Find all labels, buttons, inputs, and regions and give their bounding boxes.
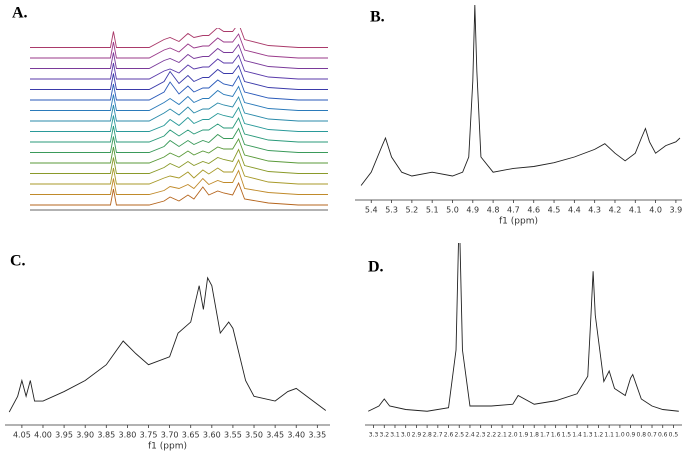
x-tick-label: 1.0	[615, 432, 625, 439]
spectrum	[30, 116, 328, 143]
x-tick-label: 1.8	[529, 432, 539, 439]
x-tick-label: 3.0	[401, 432, 411, 439]
x-axis-label: f1 (ppm)	[499, 217, 538, 227]
x-tick-label: 2.5	[454, 432, 464, 439]
x-tick-label: 3.3	[369, 432, 379, 439]
x-tick-label: 3.1	[390, 432, 400, 439]
x-tick-label: 2.8	[422, 432, 432, 439]
x-tick-label: 2.0	[508, 432, 518, 439]
panel-label: B.	[370, 9, 385, 26]
panel-label: D.	[368, 259, 384, 276]
x-tick-label: 3.2	[380, 432, 390, 439]
x-tick-label: 3.85	[97, 431, 115, 440]
x-tick-label: 4.0	[649, 206, 662, 215]
spectrum	[30, 54, 328, 80]
spectrum	[30, 169, 328, 195]
spectrum	[30, 148, 328, 174]
spectrum	[30, 106, 328, 132]
spectrum	[30, 181, 328, 206]
panel-label: C.	[10, 253, 26, 270]
x-tick-label: 1.6	[551, 432, 561, 439]
x-tick-label: 3.35	[308, 431, 326, 440]
x-tick-label: 3.70	[161, 431, 179, 440]
x-tick-label: 5.0	[446, 206, 459, 215]
x-tick-label: 3.65	[182, 431, 200, 440]
x-tick-label: 0.7	[647, 432, 657, 439]
x-tick-label: 3.60	[203, 431, 221, 440]
x-axis-label: f1 (ppm)	[148, 442, 187, 452]
x-tick-label: 2.2	[487, 432, 497, 439]
x-tick-label: 4.5	[548, 206, 561, 215]
x-tick-label: 4.8	[487, 206, 500, 215]
spectrum	[30, 43, 328, 69]
x-tick-label: 4.00	[34, 431, 52, 440]
x-tick-label: 2.6	[444, 432, 454, 439]
x-tick-label: 0.8	[637, 432, 647, 439]
spectrum	[30, 158, 328, 185]
x-tick-label: 5.3	[385, 206, 398, 215]
x-tick-label: 5.4	[365, 206, 378, 215]
spectrum	[8, 276, 327, 413]
x-tick-label: 3.75	[140, 431, 158, 440]
spectrum	[30, 95, 328, 122]
x-tick-label: 2.7	[433, 432, 443, 439]
x-tick-label: 3.55	[224, 431, 242, 440]
x-tick-label: 2.3	[476, 432, 486, 439]
x-tick-label: 4.6	[527, 206, 540, 215]
spectrum	[30, 33, 328, 59]
x-tick-label: 0.6	[658, 432, 668, 439]
panel-label: A.	[12, 5, 28, 22]
x-tick-label: 5.1	[426, 206, 439, 215]
x-tick-label: 1.9	[519, 432, 529, 439]
x-tick-label: 4.1	[629, 206, 642, 215]
spectrum	[360, 4, 681, 186]
x-tick-label: 3.80	[118, 431, 136, 440]
x-tick-label: 4.9	[466, 206, 479, 215]
x-tick-label: 1.2	[594, 432, 604, 439]
x-tick-label: 3.50	[245, 431, 263, 440]
x-tick-label: 1.7	[540, 432, 550, 439]
x-tick-label: 3.45	[266, 431, 284, 440]
x-tick-label: 4.7	[507, 206, 520, 215]
spectrum	[30, 64, 328, 90]
spectrum	[368, 243, 679, 412]
spectrum	[30, 28, 328, 48]
x-tick-label: 2.4	[465, 432, 475, 439]
x-tick-label: 1.5	[562, 432, 572, 439]
x-tick-label: 1.3	[583, 432, 593, 439]
x-tick-label: 3.95	[55, 431, 73, 440]
x-tick-label: 4.05	[13, 431, 31, 440]
x-tick-label: 4.4	[568, 206, 581, 215]
x-tick-label: 0.5	[669, 432, 679, 439]
x-tick-label: 2.1	[497, 432, 507, 439]
x-tick-label: 3.9	[670, 206, 683, 215]
x-tick-label: 4.2	[609, 206, 622, 215]
spectrum	[30, 127, 328, 153]
x-tick-label: 4.3	[588, 206, 601, 215]
x-tick-label: 1.4	[572, 432, 582, 439]
x-tick-label: 2.9	[412, 432, 422, 439]
x-tick-label: 3.40	[287, 431, 305, 440]
x-tick-label: 3.90	[76, 431, 94, 440]
x-tick-label: 1.1	[604, 432, 614, 439]
spectrum	[30, 85, 328, 111]
spectrum	[30, 74, 328, 101]
x-tick-label: 0.9	[626, 432, 636, 439]
x-tick-label: 5.2	[406, 206, 419, 215]
spectrum	[30, 137, 328, 164]
